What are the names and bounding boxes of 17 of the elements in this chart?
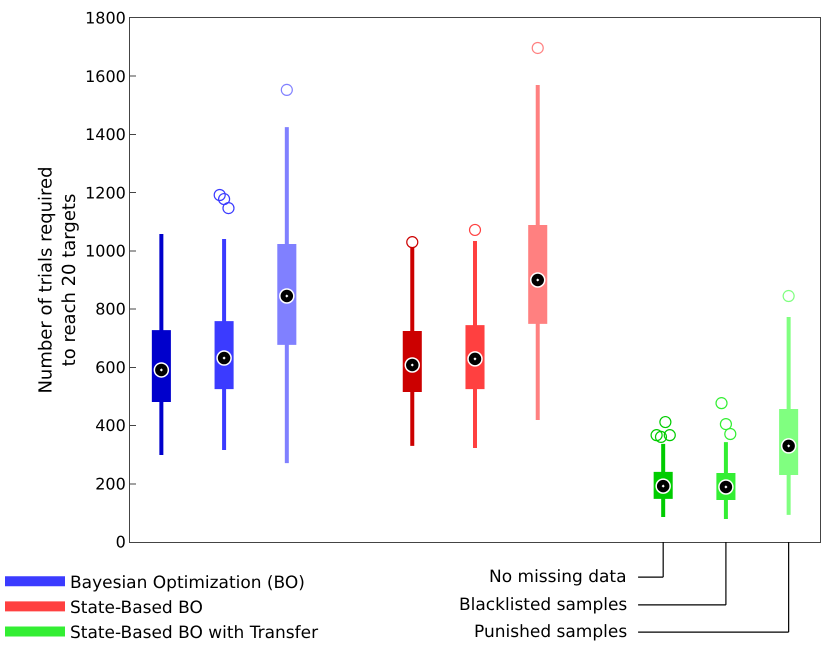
- y-tick-label: 0: [116, 532, 126, 552]
- text: No missing data: [489, 567, 627, 587]
- y-tick-label: 400: [95, 416, 126, 436]
- y-tick-label: 600: [95, 358, 126, 377]
- legend-label: State-Based BO with Transfer: [70, 623, 318, 644]
- legend-label: Bayesian Optimization (BO): [70, 572, 305, 593]
- text: Punished samples: [474, 622, 628, 642]
- y-axis-title: Number of trials required to reach 20 targets: [36, 166, 80, 394]
- y-tick-label: 800: [95, 300, 126, 319]
- y-tick-label: 1200: [85, 183, 126, 202]
- y-tick-label: 1400: [85, 125, 126, 144]
- y-tick-label: 200: [95, 474, 126, 494]
- y-tick-label: 1600: [85, 66, 126, 86]
- y-tick-label: 1000: [85, 241, 126, 260]
- legend-label: State-Based BO: [70, 598, 203, 618]
- y-tick-label: 1800: [85, 8, 126, 28]
- text: Blacklisted samples: [459, 595, 628, 615]
